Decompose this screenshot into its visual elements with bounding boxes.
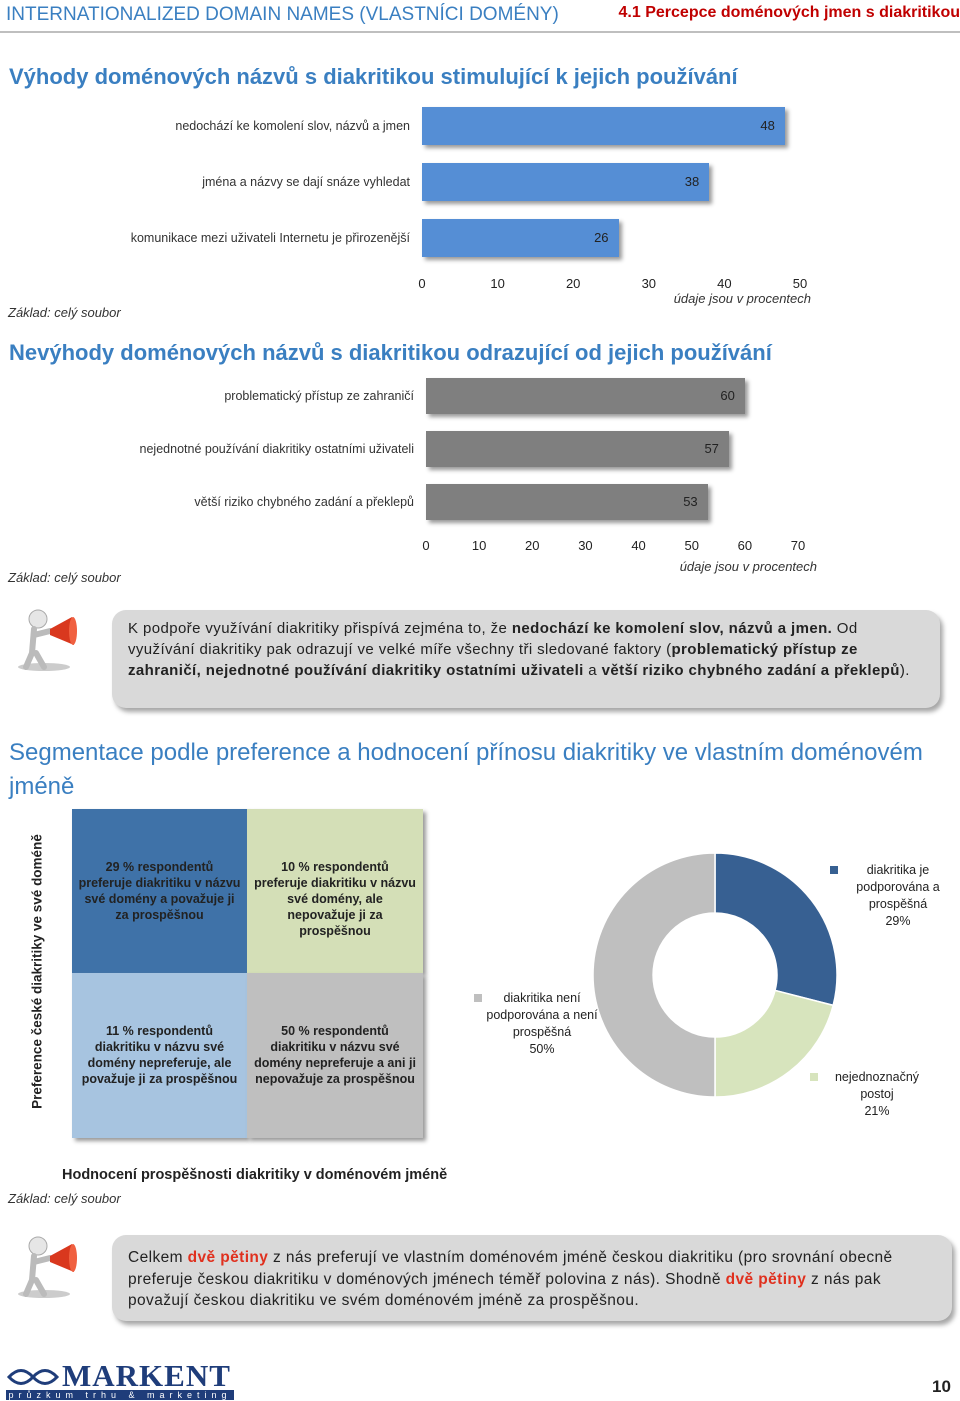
x-tick-label: 40 [631,538,646,553]
logo-mark [6,1369,60,1385]
legend-swatch [810,1073,818,1081]
x-tick-label: 30 [641,276,657,291]
legend-swatch [474,994,482,1002]
quadrant: 11 % respondentů diakritiku v názvu své … [72,973,247,1138]
bar [426,378,745,414]
callout-text: Od využívání diakritiky pak odrazují ve … [128,620,858,658]
callout-text: z nás preferují ve vlastním doménovém jm… [128,1249,893,1288]
pie-label: diakritika je podporována a prospěšná 29% [842,862,954,930]
callout-text: nedochází ke komolení slov, názvů a jmen… [511,620,833,637]
value-label: 29% [885,914,911,928]
bar [422,219,619,257]
bar [422,107,785,145]
legend-swatch [830,866,838,874]
quadrant: 50 % respondentů diakritiku v názvu své … [247,973,423,1138]
section-title: Segmentace podle preference a hodnocení … [9,739,923,800]
category-label: jména a názvy se dají snáze vyhledat [202,175,410,189]
callout-box: Celkem dvě pětiny z nás preferují ve vla… [112,1235,952,1321]
x-tick-label: 50 [792,276,808,291]
callout-text: problematický přístup ze zahraničí, neje… [128,641,858,679]
base-note: Základ: celý soubor [8,1191,121,1206]
legend-label: diakritika je podporována a prospěšná [856,863,940,911]
value-label: 38 [684,174,700,189]
x-tick-label: 60 [737,538,753,553]
bar [426,484,708,520]
x-tick-label: 0 [418,276,426,291]
category-label: problematický přístup ze zahraničí [224,389,414,403]
bar [422,163,710,201]
chart-title: Výhody doménových názvů s diakritikou st… [9,64,738,89]
category-label: komunikace mezi uživateli Internetu je p… [130,231,410,245]
donut-segment [592,852,716,1098]
value-label: 57 [704,441,719,456]
x-tick-label: 10 [471,538,487,553]
x-tick-label: 20 [565,276,581,291]
value-label: 50% [529,1042,555,1056]
logo-text: MARKENT [62,1358,231,1393]
value-label: 60 [720,388,735,403]
x-tick-label: 0 [422,538,430,553]
value-label: 21% [864,1104,890,1118]
x-tick-label: 50 [684,538,699,553]
callout-text: dvě pětiny [187,1249,269,1266]
x-tick-label: 20 [525,538,540,553]
callout-text: větší riziko chybného zadání a překlepů [601,662,900,679]
category-label: nejednotné používání diakritiky ostatním… [139,442,414,456]
x-tick-label: 70 [790,538,806,553]
category-label: nedochází ke komolení slov, názvů a jmen [175,119,410,133]
x-tick-label: 40 [717,276,732,291]
callout-box: K podpoře využívání diakritiky přispívá … [112,610,940,708]
value-label: 26 [594,230,609,245]
x-axis-label: údaje jsou v procentech [679,559,817,574]
logo-tagline: průzkum trhu & marketing [6,1390,234,1400]
header-rule [0,31,960,33]
donut-segment [714,989,835,1098]
legend-label: nejednoznačný postoj [834,1070,920,1101]
header-left: INTERNATIONALIZED DOMAIN NAMES (VLASTNÍC… [6,4,559,25]
legend-label: diakritika není podporována a není prosp… [486,991,598,1039]
x-tick-label: 10 [490,276,505,291]
megaphone-icon [18,609,77,671]
bar [426,431,729,467]
pie-label: diakritika není podporována a není prosp… [486,990,598,1058]
callout-text: ). [899,662,910,679]
callout-text: z nás pak považují českou diakritiku ve … [128,1270,881,1310]
callout-text: dvě pětiny [725,1270,807,1288]
x-axis-label: Hodnocení prospěšnosti diakritiky v domé… [62,1167,448,1183]
value-label: 48 [760,118,775,133]
donut-segment [714,852,838,1007]
megaphone-icon [18,1236,77,1298]
value-label: 53 [683,494,698,509]
quadrant: 29 % respondentů preferuje diakritiku v … [72,809,247,973]
logo: MARKENT průzkum trhu & marketing [6,1358,234,1400]
base-note: Základ: celý soubor [8,305,121,320]
callout-text: a [583,662,602,679]
quadrant: 10 % respondentů preferuje diakritiku v … [247,809,423,973]
pie-label: nejednoznačný postoj 21% [822,1069,932,1120]
y-axis-label: Preference české diakritiky ve své domén… [29,834,45,1109]
x-axis-label: údaje jsou v procentech [673,291,811,306]
x-tick-label: 30 [578,538,593,553]
callout-text: Celkem [128,1249,188,1266]
category-label: větší riziko chybného zadání a překlepů [194,495,414,509]
header-right: 4.1 Percepce doménových jmen s diakritik… [618,4,960,21]
page-number: 10 [932,1377,951,1396]
chart-title: Nevýhody doménových názvů s diakritikou … [9,340,772,365]
base-note: Základ: celý soubor [8,570,121,585]
callout-text: K podpoře využívání diakritiky přispívá … [128,620,512,637]
